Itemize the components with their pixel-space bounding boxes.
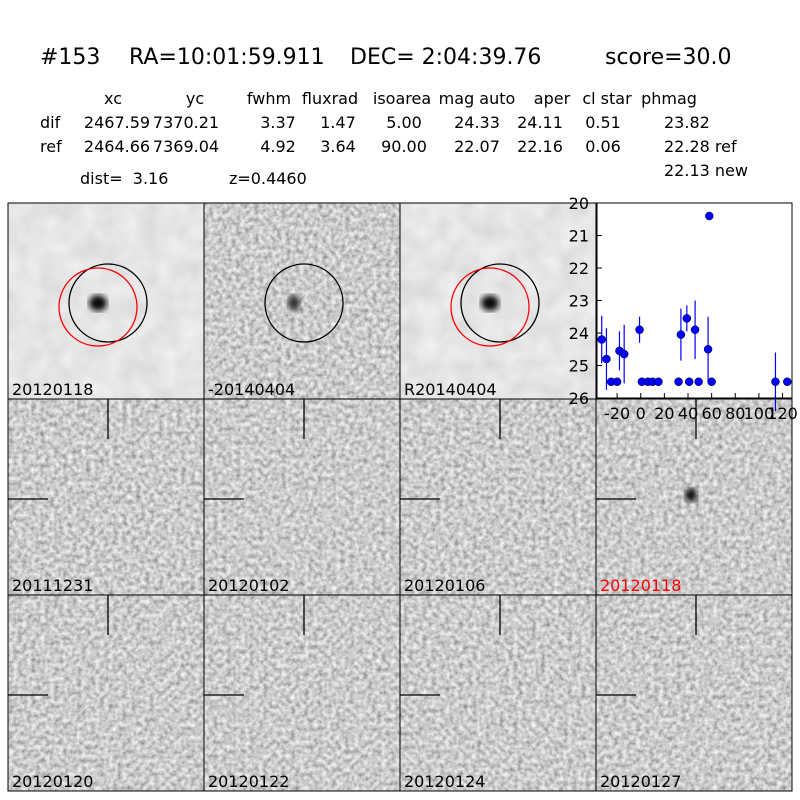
- dec: DEC= 2:04:39.76: [350, 45, 541, 70]
- cell: 3.37: [260, 113, 296, 132]
- row-label: dif: [40, 113, 61, 132]
- panel-label: 20120118: [600, 576, 681, 595]
- data-point: [676, 330, 686, 339]
- image-panel: [596, 595, 792, 791]
- plot-frame: [596, 202, 793, 399]
- panel-label: 20120118: [12, 380, 93, 399]
- cell: 2467.59: [84, 113, 150, 132]
- panel-label: R20140404: [404, 380, 497, 399]
- panel-label: 20120122: [208, 772, 289, 791]
- x-tick-label: 120: [767, 404, 798, 423]
- y-tick-label: 21: [569, 227, 589, 246]
- cell: 24.11: [517, 113, 563, 132]
- y-tick-label: 25: [569, 357, 589, 376]
- x-tick-label: 100: [744, 404, 775, 423]
- panel-label: 20120106: [404, 576, 485, 595]
- cell: 22.28 ref: [664, 137, 737, 156]
- cell: 0.06: [585, 137, 621, 156]
- row-label: ref: [40, 137, 62, 156]
- cell: 7369.04: [153, 137, 219, 156]
- data-point: [771, 377, 780, 386]
- x-tick-label: 80: [725, 404, 745, 423]
- aperture-ref: [450, 267, 530, 347]
- panel-label: 20120124: [404, 772, 485, 791]
- ra: RA=10:01:59.911: [129, 45, 325, 70]
- panel-label: 20120102: [208, 576, 289, 595]
- object-id: #153: [40, 45, 100, 70]
- data-point: [674, 377, 683, 386]
- data-point: [602, 354, 611, 364]
- data-point: [694, 377, 703, 386]
- column-header: mag auto: [439, 89, 516, 108]
- source: [685, 488, 697, 502]
- image-panel: [204, 595, 400, 791]
- data-point: [705, 211, 714, 221]
- x-tick-label: -20: [604, 404, 630, 423]
- image-panel: [204, 203, 400, 399]
- image-panel: [400, 399, 596, 595]
- aperture: [68, 263, 148, 343]
- data-point: [783, 377, 792, 386]
- column-header: isoarea: [373, 89, 431, 108]
- x-tick-label: 40: [678, 404, 698, 423]
- data-point: [635, 325, 644, 334]
- y-tick-label: 23: [569, 292, 589, 311]
- column-header: phmag: [641, 89, 697, 108]
- cell: 24.33: [454, 113, 500, 132]
- aperture: [264, 263, 344, 343]
- source: [288, 295, 300, 311]
- image-panel: [400, 595, 596, 791]
- cell: 22.07: [454, 137, 500, 156]
- data-point: [707, 377, 716, 386]
- data-point: [619, 349, 629, 359]
- image-panel: [8, 399, 204, 595]
- panel-label: -20140404: [208, 380, 295, 399]
- panel-label: 20120127: [600, 772, 681, 791]
- data-point: [654, 377, 663, 386]
- cell: 23.82: [664, 113, 710, 132]
- score: score=30.0: [605, 45, 732, 70]
- source: [481, 295, 499, 311]
- column-header: yc: [186, 89, 204, 108]
- y-tick-label: 22: [569, 259, 589, 278]
- data-point: [703, 345, 713, 354]
- panel-label: 20111231: [12, 576, 93, 595]
- cell: 2464.66: [84, 137, 150, 156]
- data-point: [682, 314, 692, 323]
- cell: 22.16: [517, 137, 563, 156]
- cell: 7370.21: [153, 113, 219, 132]
- panel-label: 20120120: [12, 772, 93, 791]
- cell: 1.47: [320, 113, 356, 132]
- x-tick-label: 60: [701, 404, 721, 423]
- redshift: z=0.4460: [229, 169, 307, 188]
- column-header: cl star: [582, 89, 632, 108]
- cell: 3.64: [320, 137, 356, 156]
- data-point: [690, 325, 700, 334]
- x-tick-label: 20: [654, 404, 674, 423]
- column-header: aper: [534, 89, 571, 108]
- cell: 0.51: [585, 113, 621, 132]
- dist: dist= 3.16: [80, 169, 168, 188]
- aperture: [460, 263, 540, 343]
- cell: 5.00: [386, 113, 422, 132]
- aperture-ref: [58, 267, 138, 347]
- image-panel: [204, 399, 400, 595]
- source: [89, 295, 107, 311]
- data-point: [612, 377, 622, 386]
- cell: 90.00: [381, 137, 427, 156]
- panel-frame: [595, 594, 793, 792]
- data-point: [597, 335, 606, 344]
- y-tick-label: 26: [569, 389, 589, 408]
- column-header: fluxrad: [302, 89, 358, 108]
- column-header: xc: [104, 89, 122, 108]
- y-tick-label: 24: [569, 324, 589, 343]
- cell: 4.92: [260, 137, 296, 156]
- data-point: [684, 377, 694, 386]
- image-panel: [8, 595, 204, 791]
- column-header: fwhm: [247, 89, 291, 108]
- y-tick-label: 20: [569, 194, 589, 213]
- x-tick-label: 0: [636, 404, 646, 423]
- phmag-new: 22.13 new: [664, 161, 748, 180]
